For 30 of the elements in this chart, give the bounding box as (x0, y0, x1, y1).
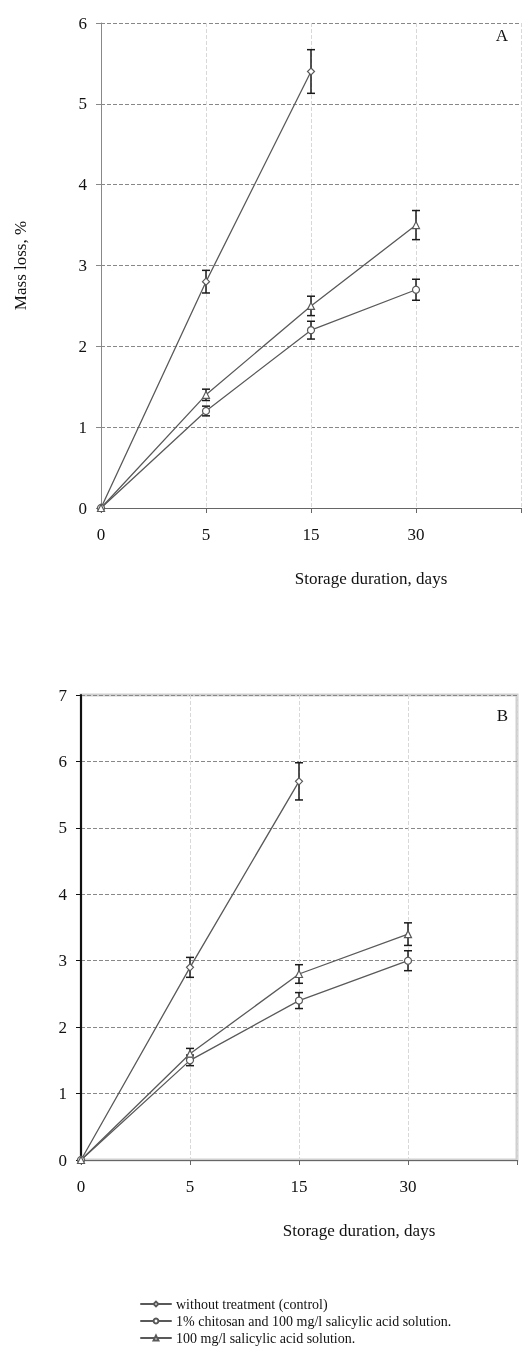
y-tick-label: 7 (58, 685, 68, 705)
text: B (496, 706, 508, 725)
legend-label: 1% chitosan and 100 mg/l salicylic acid solution. (176, 1313, 452, 1329)
y-tick-label: 2 (78, 336, 87, 356)
y-tick-label: 3 (58, 951, 67, 971)
chart-title: A (495, 26, 509, 45)
x-tick-label: 30 (407, 525, 425, 544)
x-tick-label: 15 (302, 525, 320, 544)
y-tick-label: 0 (78, 498, 87, 518)
y-tick-label: 4 (78, 175, 88, 195)
x-tick-label: 5 (185, 1177, 195, 1196)
y-tick-label: 0 (58, 1150, 67, 1170)
legend-label: 100 mg/l salicylic acid solution. (176, 1330, 356, 1346)
y-tick-label: 4 (58, 884, 68, 904)
x-axis-title: Storage duration, days (294, 569, 448, 588)
y-tick-label: 5 (58, 818, 67, 838)
x-tick-label: 0 (96, 525, 106, 544)
x-tick-label: 30 (399, 1177, 417, 1196)
y-tick-label: 2 (58, 1017, 67, 1037)
y-tick-label: 3 (78, 256, 87, 275)
y-tick-label: 1 (58, 1084, 67, 1104)
legend-label: without treatment (control) (176, 1296, 328, 1313)
x-axis-title: Storage duration, days (282, 1221, 436, 1240)
x-tick-label: 5 (201, 525, 211, 544)
x-tick-label: 15 (290, 1177, 308, 1196)
y-tick-label: 5 (78, 94, 87, 114)
y-axis-title: Mass loss, % (11, 220, 30, 311)
y-tick-label: 6 (58, 751, 67, 771)
y-tick-label: 1 (78, 417, 87, 437)
y-tick-label: 6 (78, 13, 87, 33)
